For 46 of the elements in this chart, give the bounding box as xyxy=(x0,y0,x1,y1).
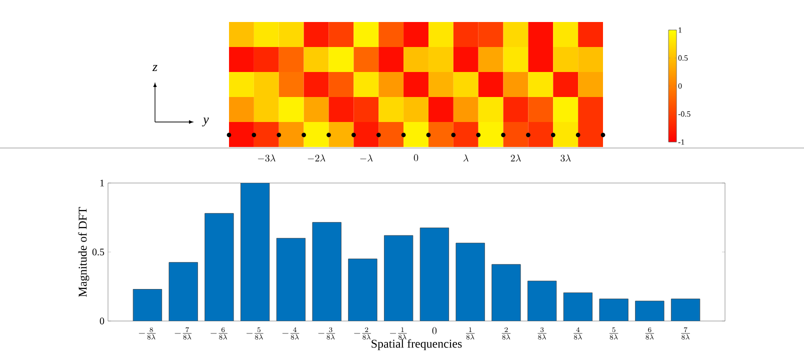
x-axis-title: Spatial frequencies xyxy=(372,339,462,350)
x-tick-label: $\frac{6}{8\lambda}$ xyxy=(645,327,654,340)
bar xyxy=(240,183,270,321)
x-tick-label: $\frac{5}{8\lambda}$ xyxy=(609,327,618,340)
bar xyxy=(564,292,592,321)
x-tick-label: $\frac{1}{8\lambda}$ xyxy=(466,327,475,340)
y-tick-label: 1 xyxy=(100,180,104,186)
x-tick-label: $\frac{2}{8\lambda}$ xyxy=(502,327,511,340)
y-axis-title: Magnitude of DFT xyxy=(78,207,90,297)
x-tick-label: $-\frac{1}{8\lambda}$ xyxy=(390,327,407,340)
x-tick-label: $-\frac{5}{8\lambda}$ xyxy=(246,327,264,340)
x-tick-label: $0$ xyxy=(432,327,437,334)
x-tick-label: $-\frac{7}{8\lambda}$ xyxy=(174,327,192,340)
bar xyxy=(492,264,521,321)
bar xyxy=(168,262,198,321)
bar xyxy=(204,213,234,321)
bar xyxy=(528,280,556,321)
x-tick-label: $\frac{3}{8\lambda}$ xyxy=(538,327,546,340)
bar xyxy=(133,289,162,321)
x-tick-label: $0$ xyxy=(414,154,418,162)
y-tick-label: 0 xyxy=(100,318,104,324)
x-tick-label: $-\frac{3}{8\lambda}$ xyxy=(318,327,336,340)
x-tick-label: $-\frac{8}{8\lambda}$ xyxy=(138,327,156,340)
x-tick-label: $-\lambda$ xyxy=(360,154,373,162)
x-tick-label: $-\frac{4}{8\lambda}$ xyxy=(282,327,300,340)
bar xyxy=(599,298,628,321)
x-tick-label: $2\lambda$ xyxy=(510,154,521,162)
x-tick-label: $\frac{7}{8\lambda}$ xyxy=(681,327,690,340)
bar xyxy=(384,235,413,321)
text: y xyxy=(202,118,209,126)
x-tick-label: $-3\lambda$ xyxy=(258,154,276,162)
bar xyxy=(671,298,700,321)
x-tick-label: $\frac{4}{8\lambda}$ xyxy=(574,327,582,340)
bar xyxy=(276,238,306,321)
bar xyxy=(456,243,485,321)
bar xyxy=(312,222,342,321)
x-tick-label: $-\frac{2}{8\lambda}$ xyxy=(354,327,371,340)
bar xyxy=(348,258,378,321)
x-tick-label: $-2\lambda$ xyxy=(308,154,326,162)
bar xyxy=(635,300,664,321)
text: z xyxy=(152,65,158,71)
y-tick-label: 0.5 xyxy=(92,248,104,256)
x-tick-label: $-\frac{6}{8\lambda}$ xyxy=(210,327,228,340)
x-tick-label: $3\lambda$ xyxy=(560,154,571,162)
bar xyxy=(420,228,449,321)
x-tick-label: $\lambda$ xyxy=(464,154,468,162)
